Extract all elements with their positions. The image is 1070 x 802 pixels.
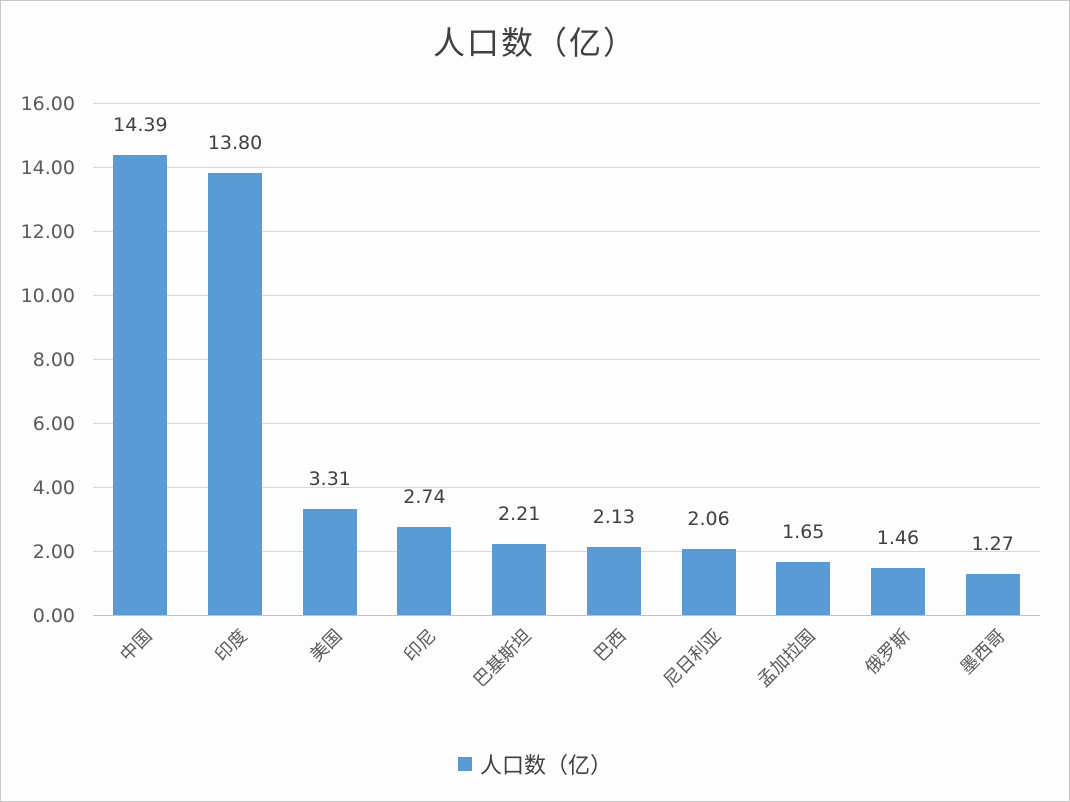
data-label: 13.80 [207,132,263,155]
data-label: 3.31 [308,468,351,491]
gridline [93,103,1040,104]
data-label: 2.06 [687,508,730,531]
legend-label: 人口数（亿） [479,754,612,779]
gridline [93,423,1040,424]
y-tick-label: 6.00 [32,413,75,435]
bar[interactable] [776,562,831,615]
data-label: 2.13 [592,505,635,528]
chart-title: 人口数（亿） [432,24,637,62]
bar[interactable] [492,544,547,615]
x-tick-label: 尼日利亚 [659,625,726,692]
x-tick-label: 俄罗斯 [861,625,915,679]
data-label: 1.46 [876,527,920,550]
y-tick-label: 10.00 [20,285,75,307]
bar[interactable] [302,509,357,615]
x-tick-label: 孟加拉国 [753,625,820,692]
bar[interactable] [586,546,641,615]
gridline [93,295,1040,296]
legend-swatch-icon [457,757,472,771]
x-tick-label: 中国 [116,625,157,666]
data-label: 2.74 [403,486,446,509]
data-label: 1.27 [971,533,1014,556]
y-tick-label: 2.00 [32,541,75,563]
y-tick-label: 12.00 [20,221,75,243]
x-tick-label: 印尼 [400,625,441,666]
gridline [93,167,1040,168]
gridline [93,551,1040,552]
y-tick-label: 14.00 [20,157,75,179]
x-tick-label: 印度 [211,625,252,666]
x-tick-label: 美国 [305,625,347,666]
data-label: 14.39 [113,113,168,136]
bar[interactable] [113,154,168,615]
bar[interactable] [397,527,452,615]
bar[interactable] [208,173,263,615]
x-axis-line [93,615,1040,616]
y-tick-label: 16.00 [20,93,75,115]
bar[interactable] [870,568,925,615]
data-label: 2.21 [497,503,541,526]
bar[interactable] [965,574,1020,615]
y-tick-label: 8.00 [32,349,75,371]
x-tick-label: 巴基斯坦 [469,625,536,692]
y-tick-label: 0.00 [32,605,75,627]
gridline [93,231,1040,232]
gridline [93,359,1040,360]
bar[interactable] [681,549,736,615]
gridline [93,487,1040,488]
x-tick-label: 墨西哥 [956,625,1010,679]
x-tick-label: 巴西 [590,625,631,666]
y-tick-label: 4.00 [32,477,75,499]
legend[interactable]: 人口数（亿） [0,748,1070,780]
data-label: 1.65 [782,521,825,544]
